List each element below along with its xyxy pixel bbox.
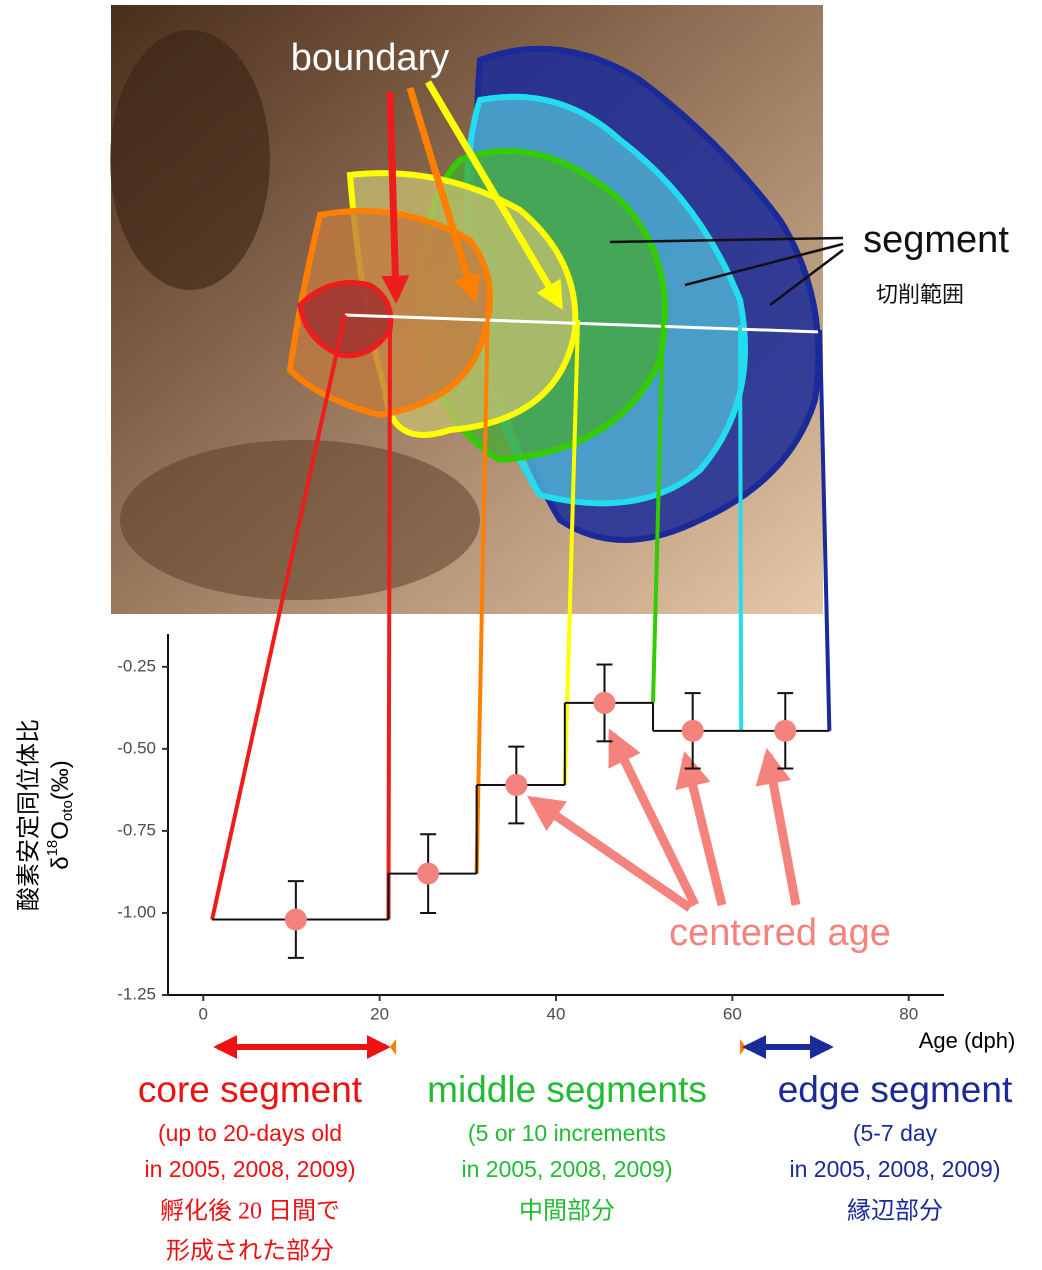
x-tick-label: 60 bbox=[723, 1004, 742, 1023]
y-tick-label: -1.00 bbox=[117, 902, 156, 921]
y-tick-label: -0.75 bbox=[117, 820, 156, 839]
point bbox=[285, 909, 307, 931]
x-tick-label: 40 bbox=[547, 1004, 566, 1023]
boundary-connector bbox=[740, 325, 741, 731]
x-tick-label: 20 bbox=[370, 1004, 389, 1023]
otolith-image bbox=[110, 5, 843, 614]
point bbox=[505, 774, 527, 796]
y-label: δ18Ooto(‰) bbox=[44, 760, 76, 870]
group-title: core segment bbox=[138, 1069, 363, 1110]
group-note: (up to 20-days old bbox=[158, 1120, 342, 1146]
segment-jp-label: 切削範囲 bbox=[876, 282, 964, 307]
group-title: edge segment bbox=[778, 1069, 1013, 1110]
centered-age-label: centered age bbox=[669, 912, 891, 954]
group-note: (5 or 10 increments bbox=[468, 1120, 666, 1146]
group-note: in 2005, 2008, 2009) bbox=[144, 1156, 355, 1182]
group-arrows bbox=[218, 1039, 829, 1055]
y-tick-label: -0.25 bbox=[117, 656, 156, 675]
x-tick-label: 80 bbox=[899, 1004, 918, 1023]
y-tick-label: -0.50 bbox=[117, 738, 156, 757]
figure: boundary segment 切削範囲 centered age 酸素安定同… bbox=[0, 0, 1042, 1270]
segment-label: segment bbox=[863, 219, 1009, 261]
group-note: (5-7 day bbox=[853, 1120, 938, 1146]
group-title: middle segments bbox=[427, 1069, 707, 1110]
point bbox=[682, 720, 704, 742]
x-tick-label: 0 bbox=[199, 1004, 208, 1023]
point bbox=[417, 863, 439, 885]
point bbox=[774, 720, 796, 742]
centered-age-arrows bbox=[533, 735, 796, 908]
group-jp: 形成された部分 bbox=[166, 1238, 334, 1265]
group-jp: 縁辺部分 bbox=[847, 1198, 943, 1225]
y-tick-label: -1.25 bbox=[117, 984, 156, 1003]
group-jp: 中間部分 bbox=[519, 1198, 615, 1225]
group-jp: 孵化後 20 日間で bbox=[160, 1198, 340, 1225]
group-note: in 2005, 2008, 2009) bbox=[461, 1156, 672, 1182]
point bbox=[594, 692, 616, 714]
boundary-connector bbox=[388, 318, 390, 920]
group-note: in 2005, 2008, 2009) bbox=[789, 1156, 1000, 1182]
y-label-jp: 酸素安定同位体比 bbox=[15, 719, 42, 911]
x-label: Age (dph) bbox=[919, 1028, 1016, 1053]
boundary-label: boundary bbox=[291, 37, 449, 79]
